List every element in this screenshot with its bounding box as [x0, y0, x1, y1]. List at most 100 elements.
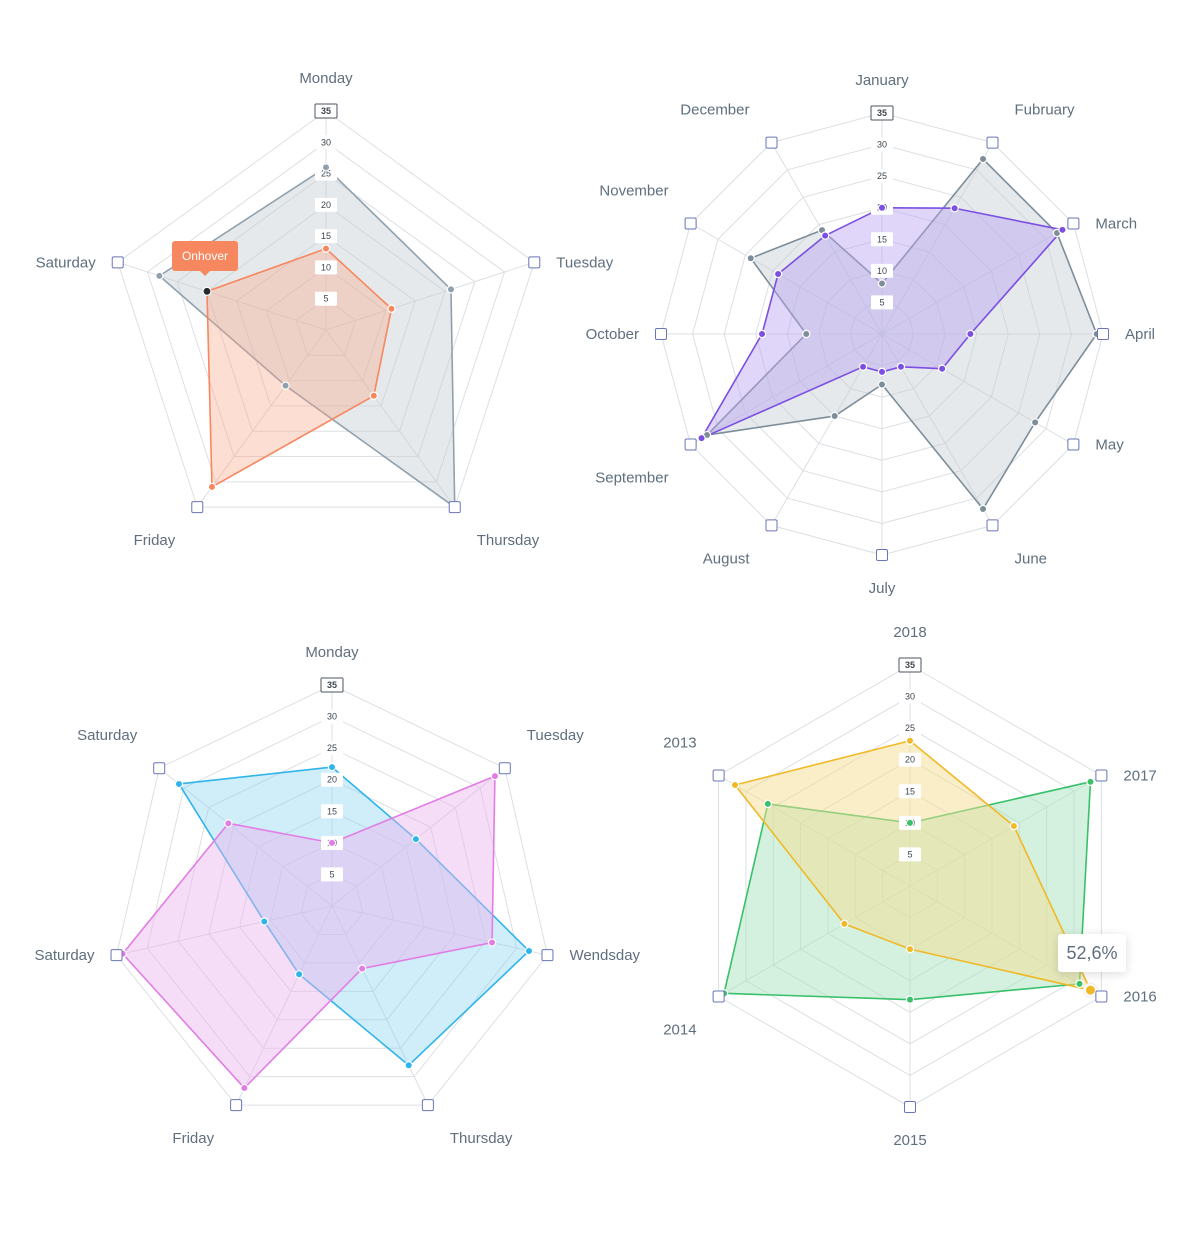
data-point[interactable] [763, 799, 773, 809]
axis-handle[interactable] [1097, 328, 1109, 340]
data-point[interactable] [757, 329, 767, 339]
axis-handle[interactable] [1067, 217, 1080, 230]
category-label: Monday [299, 70, 353, 87]
category-label: 2014 [663, 1022, 696, 1039]
data-point[interactable] [207, 482, 217, 492]
data-point[interactable] [294, 970, 304, 979]
data-point[interactable] [802, 329, 811, 339]
data-point[interactable] [858, 362, 868, 372]
axis-handle[interactable] [904, 1101, 916, 1113]
data-point[interactable] [174, 779, 184, 789]
data-point[interactable] [155, 271, 164, 281]
axis-handle[interactable] [876, 549, 888, 561]
data-point[interactable] [321, 163, 331, 172]
data-point[interactable] [1085, 985, 1095, 995]
axis-handle[interactable] [765, 519, 778, 532]
data-point[interactable] [877, 279, 887, 288]
data-point[interactable] [905, 995, 915, 1004]
tick-label: 35 [905, 660, 915, 670]
data-point[interactable] [937, 364, 947, 373]
axis-handle[interactable] [986, 136, 999, 149]
tick-label: 30 [877, 140, 887, 150]
data-point[interactable] [487, 938, 497, 947]
data-point[interactable] [260, 917, 269, 926]
data-point[interactable] [746, 254, 755, 263]
axis-handle[interactable] [655, 328, 667, 340]
data-point[interactable] [240, 1083, 249, 1093]
data-point[interactable] [1058, 225, 1067, 235]
axis-handle[interactable] [765, 136, 778, 149]
axis-handle[interactable] [1095, 769, 1108, 782]
category-label: March [1095, 216, 1137, 233]
data-point[interactable] [773, 269, 783, 279]
axis-spoke [690, 333, 883, 445]
tick-label: 20 [905, 755, 915, 765]
data-point[interactable] [357, 964, 367, 973]
axis-handle[interactable] [986, 519, 999, 532]
grid-ring-1 [295, 298, 357, 356]
category-label: 2016 [1123, 989, 1156, 1006]
data-point[interactable] [730, 780, 740, 790]
data-point[interactable] [281, 381, 290, 390]
tick-label: 15 [327, 806, 337, 816]
grid-ring-5 [177, 747, 487, 1049]
data-point[interactable] [840, 919, 849, 929]
data-point[interactable] [905, 736, 915, 745]
tick-label: 10 [321, 262, 331, 272]
data-point[interactable] [978, 504, 988, 514]
data-point[interactable] [327, 838, 337, 848]
data-point[interactable] [524, 946, 534, 956]
axis-spoke [158, 767, 333, 907]
data-point[interactable] [1030, 418, 1040, 427]
data-point[interactable] [877, 380, 887, 389]
data-point[interactable] [966, 329, 975, 339]
axis-handle[interactable] [712, 990, 725, 1003]
axis-handle[interactable] [712, 769, 725, 782]
axis-handle[interactable] [191, 501, 204, 514]
data-point[interactable] [327, 762, 337, 772]
tick-label-bg [871, 295, 893, 310]
data-point[interactable] [877, 203, 887, 212]
data-point[interactable] [905, 944, 915, 954]
data-point[interactable] [411, 834, 421, 844]
data-point[interactable] [830, 411, 839, 421]
data-point[interactable] [905, 818, 915, 828]
category-label: June [1015, 550, 1048, 567]
data-point[interactable] [446, 285, 456, 294]
data-point[interactable] [950, 204, 959, 213]
axis-handle[interactable] [498, 762, 511, 775]
tick-label-bg [871, 263, 893, 278]
data-point[interactable] [978, 154, 988, 164]
tick-label: 5 [323, 294, 328, 304]
data-point[interactable] [202, 286, 212, 296]
axis-spoke [881, 142, 993, 335]
data-point[interactable] [490, 771, 500, 781]
data-point[interactable] [1086, 777, 1095, 787]
data-point[interactable] [1009, 821, 1019, 831]
data-point[interactable] [896, 362, 906, 372]
axis-handle[interactable] [684, 438, 697, 451]
category-label: October [586, 326, 639, 343]
axis-handle[interactable] [448, 501, 461, 514]
axis-handle[interactable] [111, 256, 124, 269]
data-point[interactable] [387, 304, 396, 313]
data-point[interactable] [697, 433, 706, 443]
data-point[interactable] [321, 244, 331, 253]
axis-handle[interactable] [153, 762, 166, 775]
axis-handle[interactable] [684, 217, 697, 230]
data-point[interactable] [369, 391, 379, 401]
axis-handle[interactable] [230, 1099, 243, 1112]
data-point[interactable] [877, 367, 887, 377]
axis-handle[interactable] [528, 256, 541, 269]
data-point[interactable] [820, 231, 830, 240]
data-point[interactable] [1075, 979, 1084, 989]
axis-handle[interactable] [1095, 990, 1108, 1003]
data-point[interactable] [224, 819, 233, 828]
axis-handle[interactable] [1067, 438, 1080, 451]
data-point[interactable] [404, 1061, 413, 1070]
axis-handle[interactable] [541, 949, 554, 962]
axis-handle[interactable] [421, 1099, 434, 1112]
axis-handle[interactable] [110, 949, 123, 962]
